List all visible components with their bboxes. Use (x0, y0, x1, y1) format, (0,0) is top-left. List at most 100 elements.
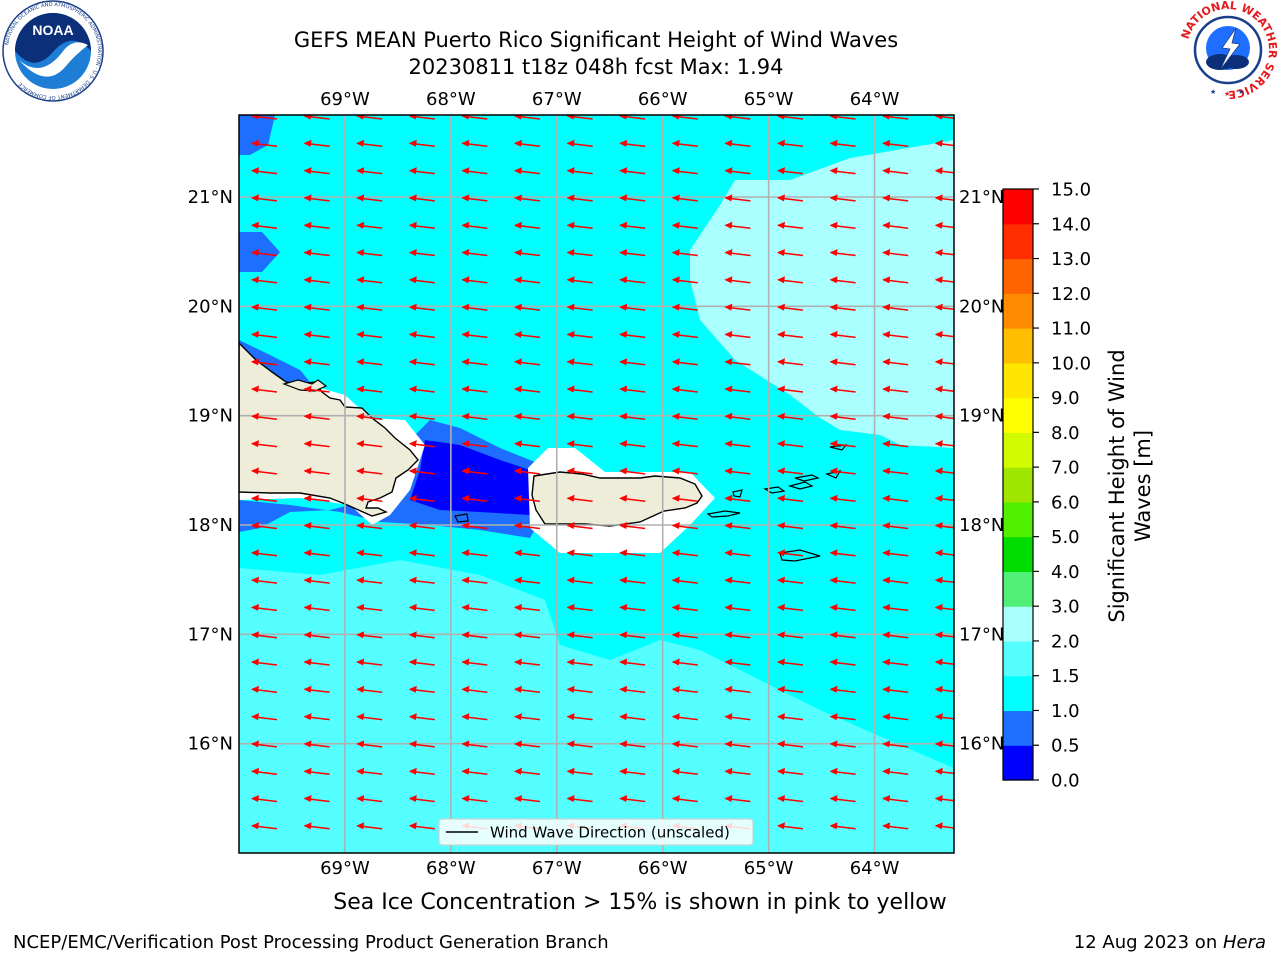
wave-arrow (882, 603, 909, 612)
wave-arrow (566, 631, 593, 639)
wave-arrow (882, 549, 909, 557)
colorbar-swatch (1003, 536, 1033, 573)
wave-arrow (356, 822, 383, 830)
wave-arrow (724, 194, 751, 202)
wave-arrow (934, 740, 954, 748)
wave-arrow (251, 603, 278, 612)
wave-arrow (514, 303, 541, 311)
wave-arrow (882, 276, 909, 284)
noaa-logo: NOAA NATIONAL OCEANIC AND ATMOSPHERIC AD… (2, 0, 104, 102)
wave-arrow (251, 522, 278, 530)
lat-label-left: 20°N (188, 296, 233, 317)
wave-arrow (251, 440, 278, 448)
wave-arrow (514, 139, 541, 148)
wave-arrow (619, 303, 646, 311)
wave-arrow (356, 658, 383, 666)
map-plot-area (239, 115, 954, 853)
wave-arrow (671, 685, 698, 694)
wave-arrow (408, 358, 435, 366)
wave-arrow (619, 139, 646, 148)
wave-arrow (619, 358, 646, 366)
lat-label-left: 16°N (188, 734, 233, 755)
wave-arrow (724, 330, 751, 339)
wave-arrow (251, 685, 278, 694)
wave-arrow (303, 522, 330, 530)
wave-arrow (461, 249, 488, 257)
wave-arrow (251, 822, 278, 830)
wave-arrow (303, 658, 330, 666)
wave-arrow (461, 330, 488, 339)
wave-arrow (724, 249, 751, 257)
colorbar-tick-label: 10.0 (1051, 353, 1091, 374)
colorbar-tick-label: 13.0 (1051, 249, 1091, 270)
wave-arrow (408, 631, 435, 639)
wave-arrow (671, 167, 698, 175)
wave-arrow (777, 385, 804, 393)
lon-label-bottom: 66°W (638, 858, 688, 879)
wave-arrow (934, 194, 954, 202)
wave-arrow (408, 576, 435, 584)
wave-arrow (777, 549, 804, 557)
nws-logo: NATIONAL WEATHER SERVICE ★ ★ ★ (1179, 0, 1279, 100)
wave-arrow (619, 494, 646, 502)
wave-arrow (566, 385, 593, 393)
wave-arrow (882, 115, 909, 120)
wave-arrow (514, 358, 541, 366)
wave-arrow (566, 330, 593, 339)
wave-arrow (619, 549, 646, 557)
wave-arrow (356, 631, 383, 639)
wave-arrow (514, 494, 541, 502)
wave-arrow (514, 576, 541, 584)
wave-arrow (829, 139, 856, 148)
colorbar-tick-label: 8.0 (1051, 423, 1080, 444)
wave-arrow (777, 412, 804, 421)
wave-arrow (777, 467, 804, 475)
wave-arrow (461, 139, 488, 148)
colorbar-tick-label: 1.0 (1051, 701, 1080, 722)
land-anegada (829, 444, 848, 451)
wave-arrow (514, 603, 541, 612)
wave-arrow (934, 658, 954, 666)
wave-arrow (514, 221, 541, 229)
wave-arrow (461, 740, 488, 748)
lon-label-top: 64°W (850, 89, 900, 110)
wave-arrow (408, 494, 435, 502)
lat-label-right: 17°N (959, 624, 1004, 645)
wave-arrow (882, 139, 909, 148)
colorbar-tick-label: 14.0 (1051, 214, 1091, 235)
colorbar-tick-label: 12.0 (1051, 284, 1091, 305)
wave-arrow (514, 685, 541, 694)
wave-arrow (829, 194, 856, 202)
wave-arrow (408, 139, 435, 148)
wave-arrow (566, 713, 593, 721)
wave-arrow (829, 795, 856, 803)
wave-arrow (251, 358, 278, 366)
wave-arrow (251, 139, 278, 148)
wave-arrow (408, 767, 435, 775)
wave-arrow (408, 385, 435, 393)
wave-arrow (724, 549, 751, 557)
map-axis-labels: 69°W 69°W 68°W 68°W 67°W 67°W 66°W 66°W 65°W 65°W… (188, 89, 1005, 879)
wave-arrow (303, 194, 330, 202)
wave-arrow (251, 330, 278, 339)
wave-arrow (461, 303, 488, 311)
lon-label-bottom: 67°W (532, 858, 582, 879)
colorbar-tick-label: 11.0 (1051, 319, 1091, 340)
wave-arrow (251, 221, 278, 229)
wave-arrow (829, 330, 856, 339)
wave-arrow (619, 385, 646, 393)
wave-arrow (461, 385, 488, 393)
lat-label-right: 19°N (959, 406, 1004, 427)
wave-arrow (408, 221, 435, 229)
wave-arrow (303, 795, 330, 803)
wave-arrow (514, 713, 541, 721)
wave-arrow (829, 412, 856, 421)
wave-arrow (303, 276, 330, 284)
wave-arrow (408, 685, 435, 694)
wave-arrow (882, 713, 909, 721)
lon-label-bottom: 65°W (744, 858, 794, 879)
wave-arrow (671, 494, 698, 502)
wave-arrow (829, 658, 856, 666)
wave-arrow (724, 795, 751, 803)
